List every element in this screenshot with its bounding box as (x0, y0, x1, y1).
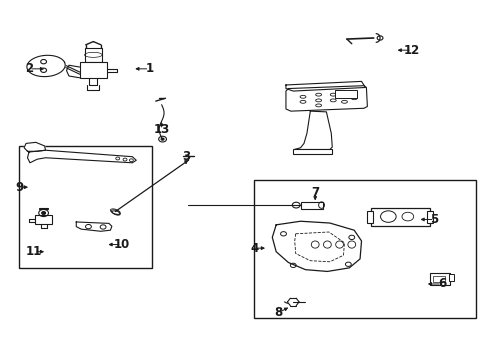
Circle shape (161, 138, 163, 140)
Text: 13: 13 (153, 123, 169, 136)
Bar (301, 202, 323, 210)
Bar (429, 273, 449, 285)
Text: 10: 10 (113, 238, 129, 251)
Polygon shape (27, 150, 136, 163)
Text: 3: 3 (182, 150, 190, 163)
Bar (432, 276, 445, 282)
Polygon shape (24, 142, 45, 151)
Bar (427, 211, 432, 223)
Text: 11: 11 (26, 245, 42, 258)
Bar (80, 62, 107, 78)
Bar (35, 215, 52, 224)
Bar (370, 208, 429, 226)
Bar (334, 90, 356, 98)
Text: 5: 5 (429, 213, 438, 226)
Bar (293, 149, 331, 154)
Polygon shape (272, 221, 361, 271)
Circle shape (41, 212, 45, 215)
Bar (448, 274, 453, 281)
Polygon shape (285, 81, 365, 91)
Bar (366, 211, 372, 223)
Text: 1: 1 (145, 62, 153, 75)
Bar (84, 48, 102, 62)
Text: 9: 9 (15, 181, 23, 194)
Text: 4: 4 (250, 242, 258, 255)
Bar (19, 146, 152, 268)
Text: 6: 6 (437, 278, 445, 291)
Text: 2: 2 (25, 62, 33, 75)
Bar (254, 180, 475, 318)
Polygon shape (76, 222, 112, 231)
Polygon shape (285, 86, 366, 111)
Text: 8: 8 (274, 306, 282, 319)
Polygon shape (27, 55, 65, 77)
Polygon shape (294, 111, 331, 149)
Text: 7: 7 (310, 186, 319, 199)
Text: 12: 12 (403, 44, 419, 57)
